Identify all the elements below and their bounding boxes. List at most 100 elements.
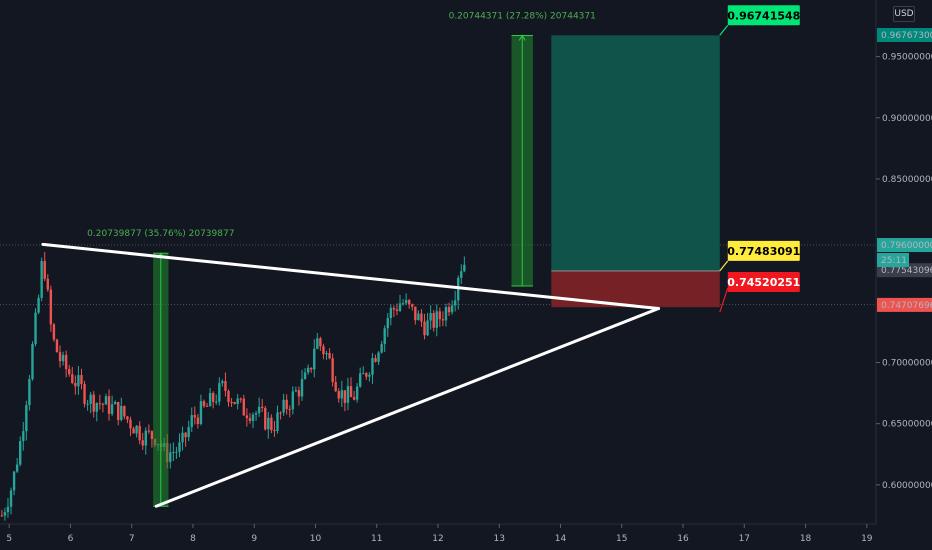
trendline-lower	[154, 307, 661, 508]
candle-body	[417, 313, 420, 321]
candle-body	[257, 406, 261, 414]
y-tick-label: 0.70000000	[882, 358, 932, 368]
candle-body	[25, 405, 28, 432]
candle-body	[251, 414, 255, 421]
stop-price-pointer	[719, 287, 729, 313]
candle-body	[453, 300, 457, 306]
candle-body	[334, 382, 337, 392]
x-tick-label: 11	[371, 534, 382, 544]
candle-body	[300, 378, 304, 397]
candle-body	[423, 321, 426, 336]
candle-body	[230, 401, 233, 403]
candle-body	[129, 419, 132, 429]
x-tick-label: 18	[800, 534, 812, 544]
measure-label: 0.20744371 (27.28%) 20744371	[449, 11, 596, 21]
candle-body	[218, 383, 221, 402]
candle-body	[221, 381, 224, 384]
candle-body	[175, 451, 178, 453]
candle-body	[55, 339, 59, 353]
candle-body	[58, 352, 62, 362]
candle-body	[92, 394, 95, 412]
candle-body	[279, 412, 282, 414]
loss-zone	[551, 270, 720, 308]
candle-body	[395, 309, 399, 311]
candle-body	[89, 394, 92, 404]
target-price-label: 0.96741548	[727, 9, 800, 22]
candle-body	[43, 261, 46, 279]
candle-body	[120, 405, 123, 421]
candle-body	[432, 313, 435, 328]
candle-body	[138, 425, 141, 441]
candle-body	[193, 415, 197, 418]
candle-body	[389, 307, 393, 319]
candle-body	[463, 264, 466, 272]
candle-body	[276, 412, 279, 431]
candle-body	[215, 401, 218, 403]
entry-price-box	[727, 240, 800, 261]
candle-body	[239, 398, 242, 400]
candle-body	[331, 358, 334, 383]
candle-body	[325, 353, 328, 355]
candle-body	[172, 451, 175, 453]
candle-body	[429, 313, 432, 321]
candle-body	[132, 428, 135, 434]
price-tag-label: 0.79600000	[881, 241, 932, 251]
candle-body	[202, 401, 206, 406]
countdown-label: 25:11	[881, 256, 907, 266]
candle-body	[447, 307, 451, 313]
candle-body	[227, 390, 230, 402]
candle-body	[426, 320, 429, 336]
candle-body	[211, 392, 215, 402]
price-tag-box	[877, 297, 932, 312]
candle-body	[52, 324, 56, 340]
candle-body	[365, 373, 368, 377]
price-tag-label: 0.74707696	[881, 301, 932, 311]
candle-body	[83, 383, 86, 404]
x-tick-label: 7	[129, 534, 135, 544]
candle-body	[107, 396, 111, 414]
candle-body	[337, 391, 340, 399]
measure-arrow-head	[518, 34, 526, 41]
x-tick-label: 6	[68, 534, 74, 544]
candle-body	[101, 403, 105, 405]
currency-selector[interactable]: USD	[893, 6, 915, 22]
candle-body	[303, 372, 307, 379]
candle-body	[377, 352, 380, 362]
candle-body	[113, 402, 117, 405]
candle-body	[150, 431, 154, 440]
candle-body	[411, 304, 414, 307]
candle-body	[401, 303, 405, 305]
candle-body	[95, 403, 98, 412]
candle-body	[319, 338, 322, 347]
price-tag-box	[877, 27, 932, 42]
candle-body	[368, 374, 371, 377]
candle-body	[64, 354, 68, 370]
candle-body	[117, 402, 120, 421]
entry-price-label: 0.77483091	[727, 245, 800, 258]
candle-body	[49, 289, 53, 325]
candle-body	[398, 303, 402, 311]
candle-body	[3, 512, 7, 516]
candle-body	[273, 430, 276, 432]
candle-body	[199, 401, 203, 424]
candle-body	[61, 354, 65, 362]
candle-body	[110, 404, 114, 414]
price-tag-label: 0.96767300	[881, 31, 932, 41]
candle-body	[450, 305, 454, 313]
candle-body	[408, 300, 411, 305]
x-tick-label: 10	[310, 534, 322, 544]
candle-body	[306, 367, 310, 373]
candle-body	[309, 367, 313, 370]
candle-body	[22, 431, 25, 442]
x-tick-label: 19	[861, 534, 873, 544]
candle-body	[141, 440, 144, 446]
candle-body	[383, 328, 386, 345]
candle-body	[80, 375, 83, 384]
candle-body	[282, 399, 285, 413]
candle-body	[392, 307, 396, 310]
entry-price-pointer	[719, 260, 729, 272]
measure-label: 0.20739877 (35.76%) 20739877	[87, 229, 234, 239]
y-tick-label: 0.60000000	[882, 481, 932, 491]
